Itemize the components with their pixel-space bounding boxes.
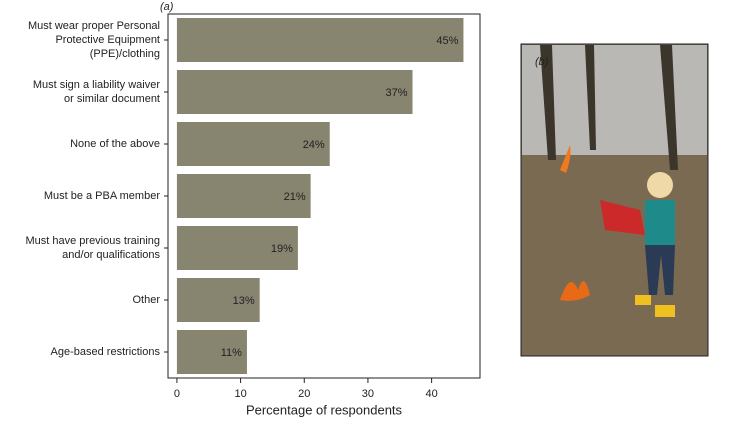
drip-torch — [600, 200, 645, 235]
x-tick-label: 0 — [174, 388, 180, 400]
trees — [540, 45, 678, 170]
bar — [176, 278, 260, 322]
bar — [176, 174, 311, 218]
shirt — [645, 200, 675, 245]
y-tick-label: Must wear proper Personal Protective Equi… — [28, 20, 160, 60]
y-tick-label: Other — [132, 294, 160, 306]
y-tick-label: Age-based restrictions — [51, 346, 161, 358]
ground — [522, 155, 707, 355]
y-tick-label: Must sign a liability waiver or similar d… — [33, 79, 160, 105]
value-label: 11% — [221, 347, 242, 359]
x-tick-label: 30 — [362, 388, 374, 400]
x-tick-label: 20 — [298, 388, 310, 400]
value-label: 21% — [284, 191, 306, 203]
photo — [520, 43, 709, 357]
x-axis-title: Percentage of respondents — [246, 402, 403, 417]
flame — [560, 145, 571, 173]
boots — [635, 295, 675, 317]
panel-label: (a) — [160, 1, 174, 13]
value-label: 45% — [436, 35, 458, 47]
bar — [176, 122, 330, 166]
value-label: 37% — [385, 87, 407, 99]
x-tick-label: 10 — [234, 388, 246, 400]
bar — [176, 226, 298, 270]
bar — [176, 330, 247, 374]
value-label: 24% — [303, 139, 325, 151]
y-tick-label: Must be a PBA member — [44, 190, 160, 202]
y-tick-label: None of the above — [70, 138, 160, 150]
x-tick-label: 40 — [425, 388, 437, 400]
value-label: 13% — [233, 295, 255, 307]
y-tick-label: Must have previous training and/or qualif… — [25, 235, 160, 261]
fire — [560, 281, 590, 301]
value-label: 19% — [271, 243, 293, 255]
bar — [176, 18, 464, 62]
photo-label: (b) — [535, 56, 549, 68]
bar — [176, 70, 413, 114]
jeans — [645, 245, 675, 295]
head — [647, 172, 673, 198]
